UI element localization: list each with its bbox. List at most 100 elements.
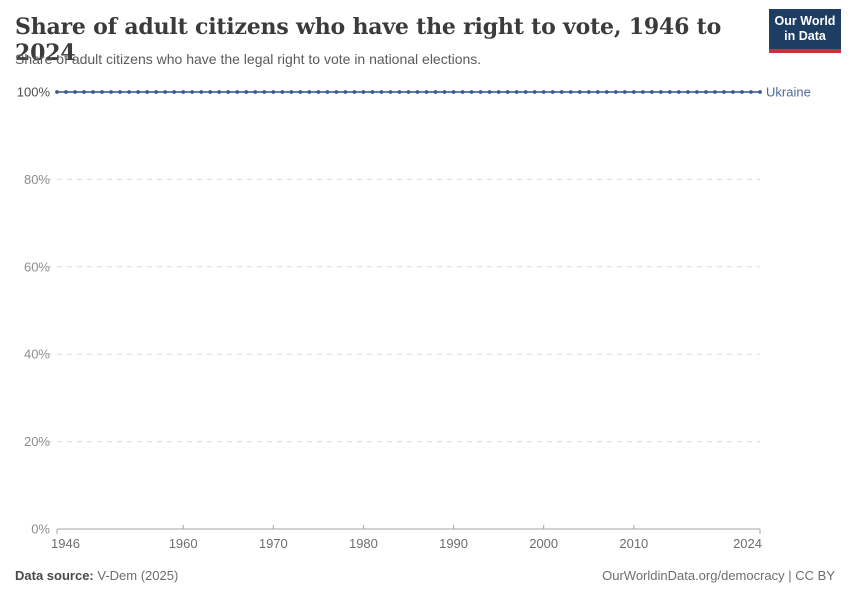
data-point[interactable] (451, 90, 456, 94)
data-point[interactable] (505, 90, 510, 94)
data-point[interactable] (73, 90, 77, 94)
data-point[interactable] (550, 90, 555, 94)
x-tick-label: 2010 (619, 536, 648, 551)
data-point[interactable] (541, 90, 546, 94)
data-point[interactable] (595, 90, 600, 94)
owid-logo[interactable]: Our World in Data (769, 9, 841, 53)
data-source-value: V-Dem (2025) (97, 568, 179, 583)
data-point[interactable] (109, 90, 113, 94)
data-point[interactable] (532, 90, 537, 94)
data-point[interactable] (325, 90, 330, 94)
data-point[interactable] (91, 90, 95, 94)
data-point[interactable] (253, 90, 258, 94)
data-point[interactable] (695, 90, 699, 94)
data-point[interactable] (145, 90, 150, 94)
data-point[interactable] (631, 90, 636, 94)
page-title: Share of adult citizens who have the rig… (15, 14, 722, 66)
data-point[interactable] (658, 90, 663, 94)
x-tick-label: 1970 (259, 536, 288, 551)
data-point[interactable] (208, 90, 213, 94)
data-point[interactable] (262, 90, 267, 94)
x-tick-label: 2000 (529, 536, 558, 551)
data-point[interactable] (217, 90, 222, 94)
data-point[interactable] (424, 90, 429, 94)
data-point[interactable] (667, 90, 672, 94)
data-point[interactable] (523, 90, 528, 94)
y-tick-label: 80% (24, 172, 50, 187)
data-point[interactable] (469, 90, 474, 94)
data-point[interactable] (388, 90, 393, 94)
data-point[interactable] (622, 90, 627, 94)
data-point[interactable] (640, 90, 645, 94)
entity-label[interactable]: Ukraine (766, 85, 811, 100)
data-point[interactable] (64, 90, 68, 94)
data-point[interactable] (731, 90, 735, 94)
data-point[interactable] (136, 90, 141, 94)
data-point[interactable] (235, 90, 240, 94)
data-point[interactable] (55, 90, 59, 94)
data-point[interactable] (226, 90, 231, 94)
y-tick-label: 40% (24, 347, 50, 362)
chart-subtitle: Share of adult citizens who have the leg… (15, 51, 482, 67)
data-point[interactable] (190, 90, 195, 94)
data-point[interactable] (280, 90, 285, 94)
data-point[interactable] (496, 90, 501, 94)
data-point[interactable] (487, 90, 492, 94)
data-point[interactable] (298, 90, 303, 94)
data-point[interactable] (118, 90, 122, 94)
data-point[interactable] (127, 90, 132, 94)
data-point[interactable] (289, 90, 294, 94)
data-point[interactable] (478, 90, 483, 94)
data-point[interactable] (514, 90, 519, 94)
data-point[interactable] (749, 90, 753, 94)
data-point[interactable] (361, 90, 366, 94)
data-point[interactable] (307, 90, 312, 94)
data-source-label: Data source: (15, 568, 94, 583)
data-point[interactable] (649, 90, 654, 94)
data-point[interactable] (154, 90, 159, 94)
data-point[interactable] (613, 90, 618, 94)
data-source: Data source: V-Dem (2025) (15, 568, 178, 583)
data-point[interactable] (442, 90, 447, 94)
data-point[interactable] (676, 90, 681, 94)
data-point[interactable] (740, 90, 744, 94)
data-point[interactable] (370, 90, 375, 94)
data-point[interactable] (172, 90, 177, 94)
data-point[interactable] (722, 90, 726, 94)
data-point[interactable] (343, 90, 348, 94)
data-point[interactable] (713, 90, 717, 94)
data-point[interactable] (199, 90, 204, 94)
data-point[interactable] (244, 90, 249, 94)
x-tick-label: 2024 (733, 536, 762, 551)
data-point[interactable] (100, 90, 104, 94)
x-tick-label: 1946 (51, 536, 80, 551)
data-point[interactable] (568, 90, 573, 94)
data-point[interactable] (433, 90, 438, 94)
data-point[interactable] (316, 90, 321, 94)
data-point[interactable] (685, 90, 690, 94)
data-point[interactable] (415, 90, 420, 94)
data-point[interactable] (704, 90, 708, 94)
x-tick-label: 1990 (439, 536, 468, 551)
x-tick-label: 1980 (349, 536, 378, 551)
data-point[interactable] (604, 90, 609, 94)
data-point[interactable] (406, 90, 411, 94)
data-point[interactable] (163, 90, 168, 94)
data-point[interactable] (460, 90, 465, 94)
data-point[interactable] (271, 90, 276, 94)
owid-logo-line1: Our World (774, 14, 836, 28)
data-point[interactable] (397, 90, 402, 94)
data-point[interactable] (586, 90, 591, 94)
data-point[interactable] (379, 90, 384, 94)
attribution-link[interactable]: OurWorldinData.org/democracy | CC BY (602, 568, 835, 583)
data-point[interactable] (181, 90, 186, 94)
data-point[interactable] (82, 90, 86, 94)
data-point[interactable] (352, 90, 357, 94)
data-point[interactable] (577, 90, 582, 94)
y-tick-label: 0% (31, 522, 50, 537)
data-point[interactable] (559, 90, 564, 94)
data-point[interactable] (334, 90, 339, 94)
data-point[interactable] (758, 90, 762, 94)
